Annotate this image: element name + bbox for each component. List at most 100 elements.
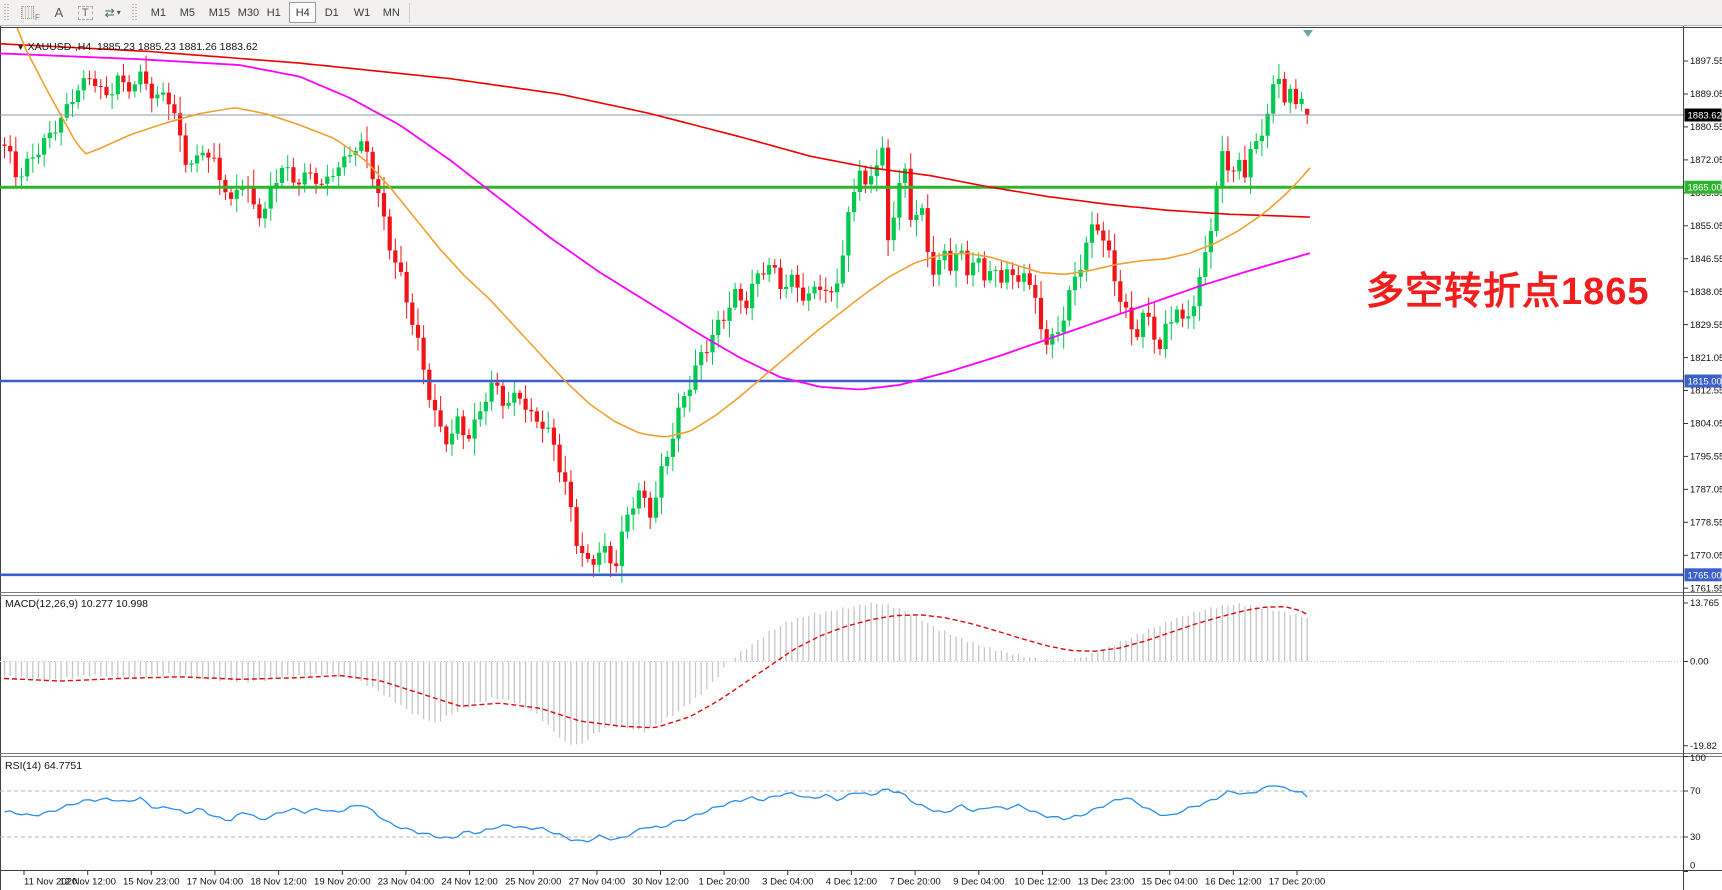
candle [121, 63, 126, 92]
candle [308, 163, 313, 180]
ma-orange-line [16, 28, 1311, 438]
candle [1061, 306, 1066, 349]
chart-grid-button[interactable]: F [16, 2, 45, 23]
timeframe-m1-button[interactable]: M1 [144, 2, 171, 23]
annotation-text[interactable]: 多空转折点1865 [1366, 271, 1650, 313]
candle [42, 133, 47, 167]
candle [1237, 152, 1242, 180]
time-tick-label: 3 Dec 04:00 [762, 877, 813, 888]
candle [398, 245, 404, 277]
time-tick-label: 30 Nov 12:00 [632, 877, 689, 888]
candle [455, 408, 460, 441]
candle [472, 403, 477, 456]
candle [642, 480, 647, 508]
candle [1089, 211, 1095, 259]
timeframe-mn-button[interactable]: MN [376, 2, 403, 23]
candle [585, 544, 590, 563]
time-tick-label: 13 Dec 23:00 [1078, 877, 1135, 888]
macd-tick-label: 13.765 [1690, 598, 1719, 609]
macd-header: MACD(12,26,9) 10.277 10.998 [5, 598, 149, 610]
time-tick-label: 15 Nov 23:00 [123, 877, 180, 888]
timeframe-h4-button[interactable]: H4 [288, 2, 316, 23]
timeframe-d1-button[interactable]: D1 [318, 2, 345, 23]
candle [2, 137, 7, 159]
candle [138, 64, 143, 93]
timeframe-m15-button[interactable]: M15 [202, 2, 230, 23]
toolbar-drag-handle-2[interactable] [130, 3, 139, 22]
timeframe-m5-button[interactable]: M5 [173, 2, 200, 23]
collapse-caret-icon[interactable]: ▼ [16, 43, 25, 52]
candle [772, 259, 777, 274]
timeframe-w1-button[interactable]: W1 [347, 2, 374, 23]
candle [1084, 236, 1089, 282]
price-tick-label: 1761.55 [1690, 583, 1722, 594]
price-level-badge-label: 1765.00 [1688, 570, 1722, 581]
moving-averages-layer [0, 28, 1311, 438]
candle [64, 93, 69, 121]
grid-f-label: F [35, 13, 40, 22]
timeframe-m30-button[interactable]: M30 [231, 2, 259, 23]
candle [846, 206, 851, 272]
dropdown-caret-icon: ▾ [116, 8, 121, 17]
candle [87, 70, 92, 86]
candle [279, 165, 285, 187]
text-tool-button[interactable]: T [73, 2, 98, 23]
candle [942, 243, 947, 270]
candle [863, 165, 868, 194]
toolbar-drag-handle[interactable] [3, 3, 11, 22]
candle [1152, 301, 1157, 354]
price-tick-label: 1829.55 [1690, 320, 1722, 331]
rsi-layer [0, 785, 1683, 843]
candle [999, 261, 1004, 289]
candle [1021, 263, 1027, 292]
rsi-tick-label: 30 [1690, 832, 1701, 843]
candle [727, 291, 732, 338]
candle [676, 392, 681, 452]
time-tick-label: 11 Nov 2020 [24, 877, 77, 888]
time-tick-label: 25 Nov 20:00 [505, 877, 562, 888]
candle [319, 178, 324, 187]
price-tick-label: 1770.05 [1690, 551, 1722, 562]
time-tick-label: 1 Dec 20:00 [698, 877, 749, 888]
candle [970, 251, 976, 287]
candle [1050, 327, 1055, 359]
candle [93, 70, 98, 93]
candle [313, 167, 319, 194]
cursor-arrows-button[interactable]: ⇄ ▾ [100, 2, 126, 23]
candle [823, 277, 828, 304]
timeframe-h1-button[interactable]: H1 [260, 2, 287, 23]
candle [1163, 310, 1168, 359]
candle [631, 497, 636, 530]
candle [59, 113, 64, 146]
candle [1038, 281, 1044, 340]
candle [704, 340, 709, 363]
candle [393, 238, 398, 279]
candle [178, 96, 183, 152]
candle [364, 126, 370, 169]
candle [880, 136, 885, 171]
candle [767, 257, 772, 283]
candle [1140, 309, 1146, 349]
candle [948, 238, 953, 276]
text-tool-icon: T [77, 5, 93, 20]
candle [285, 155, 290, 182]
candle [546, 411, 551, 433]
candle [602, 533, 607, 564]
candle [914, 199, 919, 237]
candle [432, 384, 438, 427]
candle [257, 198, 262, 227]
candle [410, 293, 415, 336]
candle [381, 177, 387, 231]
candle [891, 201, 896, 251]
candle [30, 143, 35, 173]
candle [874, 149, 879, 192]
candle [1004, 261, 1010, 290]
text-annotation-button[interactable]: A [47, 2, 71, 23]
chart-shift-marker-icon [1303, 30, 1313, 37]
candle [1010, 262, 1015, 290]
candle [523, 385, 528, 423]
rsi-tick-label: 0 [1690, 861, 1695, 872]
candle [795, 265, 800, 303]
candle [212, 143, 217, 163]
